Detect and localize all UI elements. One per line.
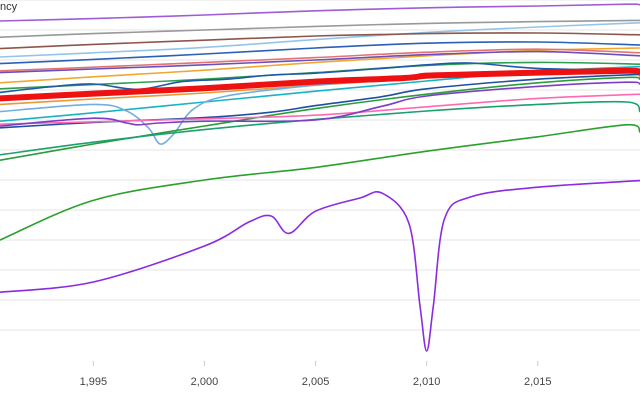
series-line	[0, 47, 640, 84]
series-line	[0, 22, 640, 58]
series-line	[0, 93, 640, 125]
y-axis-title: ncy	[0, 1, 18, 13]
x-tick-label: 2,010	[413, 376, 441, 388]
series-line	[0, 76, 640, 161]
series-line	[0, 50, 640, 74]
series-line	[0, 81, 640, 127]
series-line-highlighted	[0, 67, 640, 102]
series-line	[0, 100, 640, 156]
series-line	[0, 3, 640, 22]
series-line	[0, 179, 640, 352]
series-line	[0, 32, 640, 50]
x-tick-label: 2,000	[191, 376, 219, 388]
series-line	[0, 41, 640, 65]
series-line	[0, 19, 640, 38]
series-line	[0, 48, 640, 72]
series-line	[0, 62, 640, 94]
x-tick-label: 2,005	[302, 376, 330, 388]
x-axis-ticks: 1,995 2,000 2,005 2,010 2,015	[80, 361, 552, 388]
series-lines	[0, 3, 640, 352]
series-line	[0, 123, 640, 241]
x-tick-label: 1,995	[80, 376, 108, 388]
x-tick-label: 2,015	[524, 376, 552, 388]
